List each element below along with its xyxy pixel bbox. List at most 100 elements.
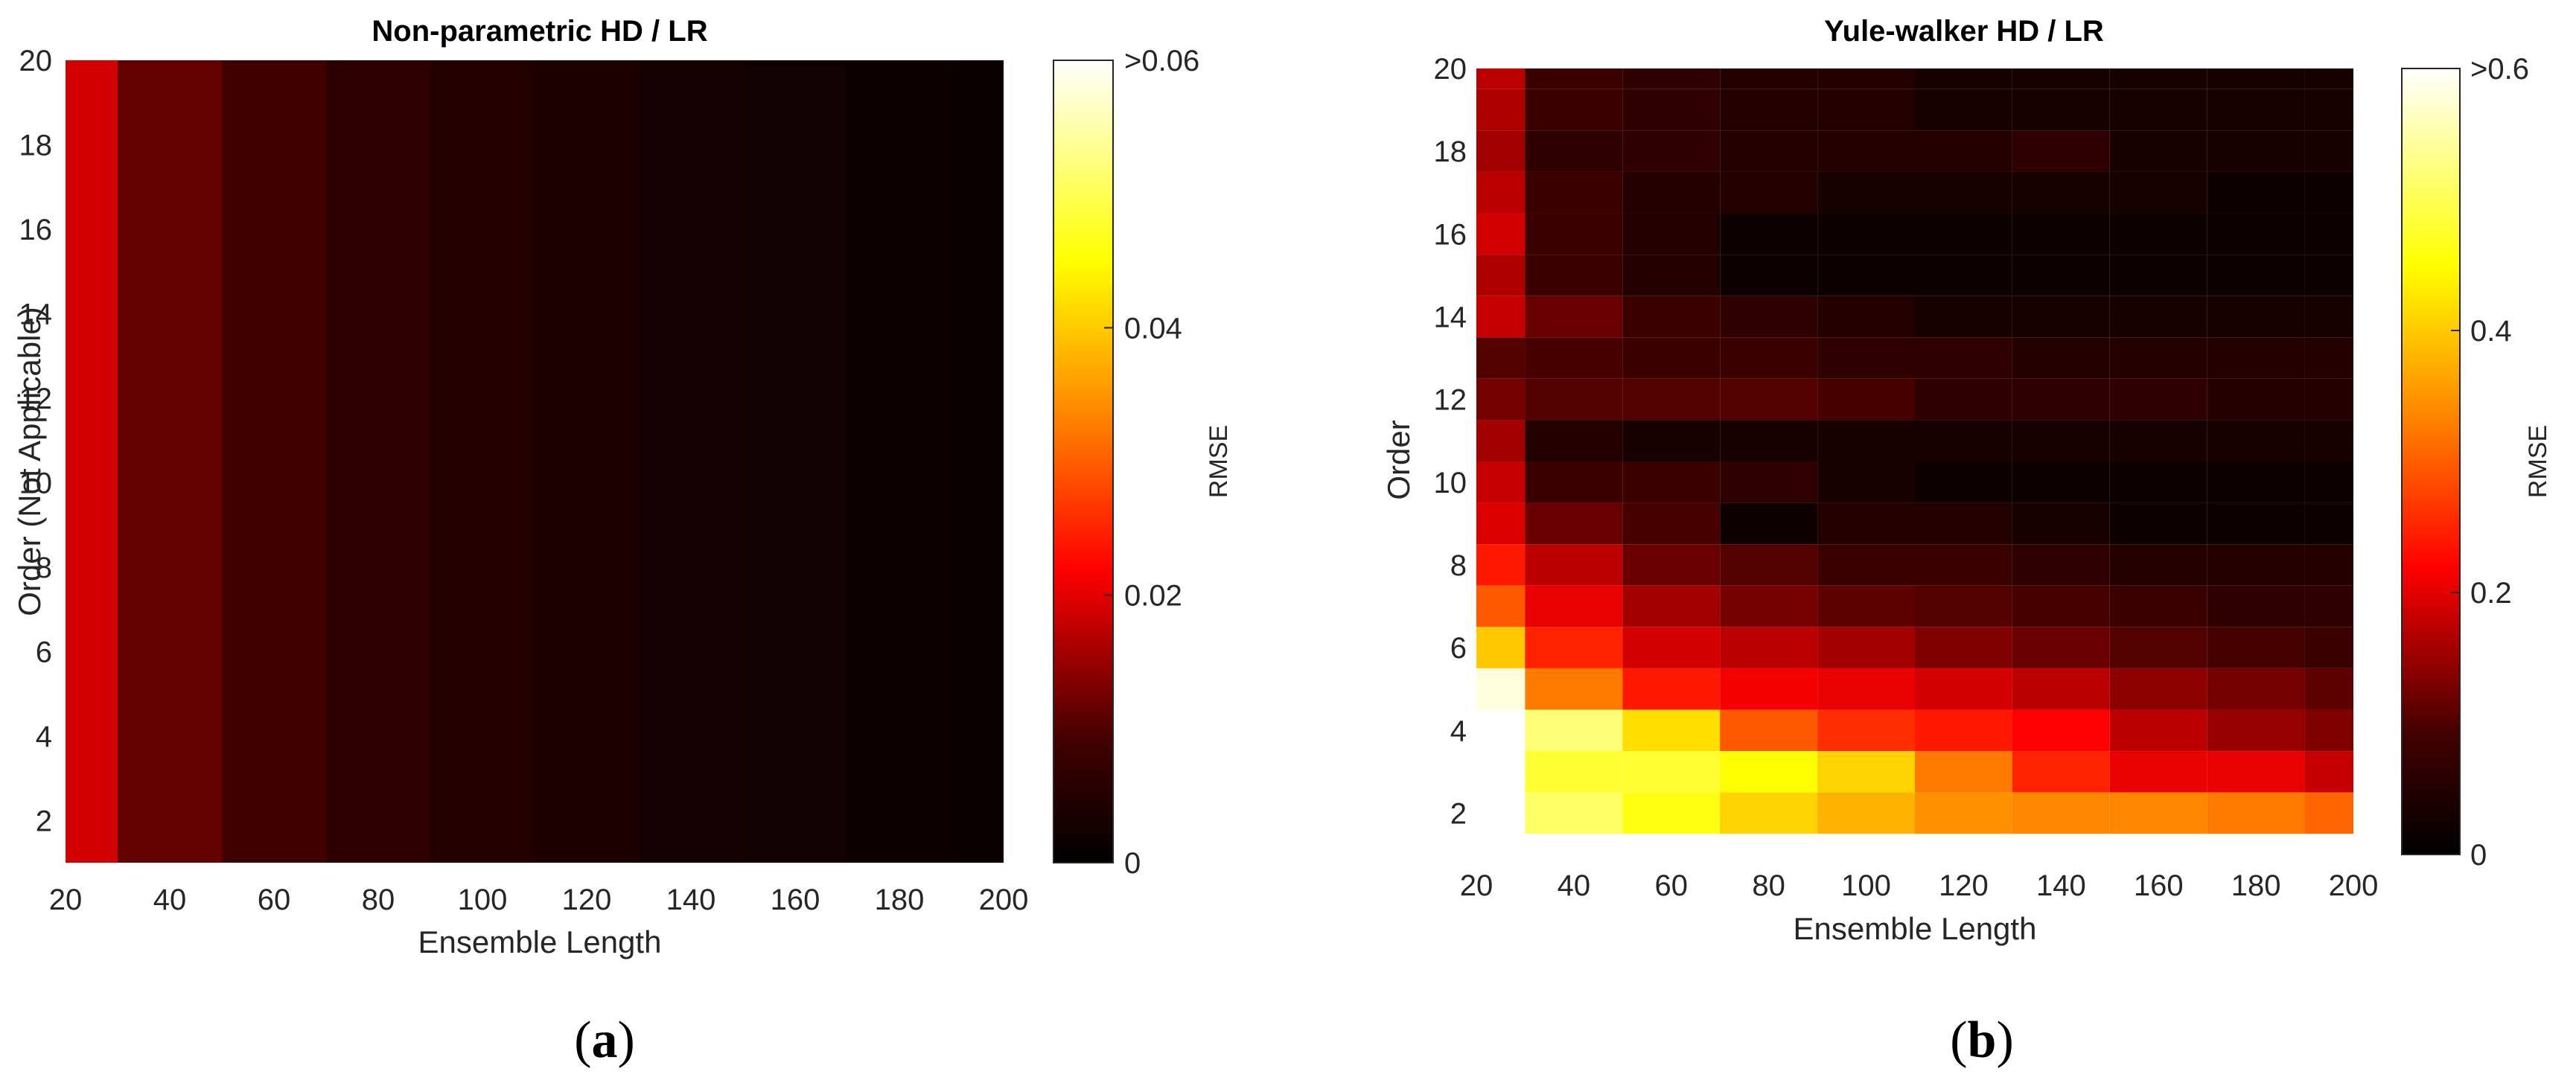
heatmap-column-a-80 bbox=[326, 60, 430, 863]
heatmap-cell-b-12-180 bbox=[2207, 378, 2305, 421]
heatmap-cell-b-16-140 bbox=[2012, 213, 2110, 255]
heatmap-cell-b-10-80 bbox=[1720, 461, 1818, 503]
heatmap-cell-b-17-60 bbox=[1622, 171, 1721, 214]
heatmap-cell-b-12-160 bbox=[2109, 378, 2207, 421]
x-tick-b-40: 40 bbox=[1558, 869, 1591, 902]
heatmap-panel-a: Non-parametric HD / LR 2 4 6 8 10 12 14 16 18 20 … bbox=[12, 15, 1233, 1069]
y-tick-a-2: 2 bbox=[36, 805, 52, 837]
heatmap-cell-b-15-180 bbox=[2207, 255, 2305, 296]
heatmap-cell-b-9-60 bbox=[1622, 502, 1721, 545]
y-tick-a-16: 16 bbox=[19, 214, 53, 246]
heatmap-cell-b-6-160 bbox=[2109, 627, 2207, 668]
heatmap-cell-b-18-60 bbox=[1622, 130, 1721, 172]
heatmap-cell-b-15-100 bbox=[1817, 255, 1915, 296]
heatmap-cell-b-6-20 bbox=[1476, 627, 1525, 668]
x-tick-b-200: 200 bbox=[2329, 869, 2379, 902]
heatmap-cell-b-20-60 bbox=[1622, 68, 1721, 89]
heatmap-cells-b bbox=[1476, 68, 2353, 834]
x-tick-b-100: 100 bbox=[1841, 869, 1891, 902]
heatmap-cell-b-20-100 bbox=[1817, 68, 1915, 89]
heatmap-cell-b-6-120 bbox=[1915, 627, 2012, 668]
heatmap-cell-b-18-100 bbox=[1817, 130, 1915, 172]
heatmap-cell-b-16-100 bbox=[1817, 213, 1915, 255]
heatmap-cell-b-8-180 bbox=[2207, 544, 2305, 586]
heatmap-cell-b-17-200 bbox=[2304, 171, 2353, 214]
heatmap-cell-b-19-180 bbox=[2207, 89, 2305, 131]
heatmap-cell-b-18-200 bbox=[2304, 130, 2353, 172]
heatmap-cell-b-13-20 bbox=[1476, 337, 1525, 379]
heatmap-cell-b-17-100 bbox=[1817, 171, 1915, 214]
heatmap-cell-b-18-20 bbox=[1476, 130, 1525, 172]
x-tick-b-120: 120 bbox=[1939, 869, 1989, 902]
y-tick-a-8: 8 bbox=[36, 552, 52, 584]
x-tick-b-20: 20 bbox=[1460, 869, 1493, 902]
heatmap-cell-b-9-120 bbox=[1915, 502, 2012, 545]
heatmap-cell-b-5-180 bbox=[2207, 668, 2305, 710]
heatmap-column-a-140 bbox=[639, 60, 743, 863]
colorbar-a-tick-0: 0 bbox=[1124, 847, 1141, 880]
colorbar-b: 0 0.2 0.4 >0.6 RMSE bbox=[2401, 53, 2552, 872]
y-axis-label-a: Order (Not Applicable) bbox=[12, 307, 47, 616]
y-tick-b-14: 14 bbox=[1434, 301, 1467, 333]
panel-label-a: (a) bbox=[574, 1012, 635, 1069]
heatmap-column-a-20 bbox=[66, 60, 118, 863]
heatmap-cell-b-15-160 bbox=[2109, 255, 2207, 296]
x-tick-a-160: 160 bbox=[771, 884, 820, 916]
heatmap-cell-b-6-140 bbox=[2012, 627, 2110, 668]
heatmap-cell-b-13-120 bbox=[1915, 337, 2012, 379]
heatmap-cell-b-3-180 bbox=[2207, 751, 2305, 793]
x-tick-a-100: 100 bbox=[458, 884, 508, 916]
heatmap-cell-b-14-60 bbox=[1622, 296, 1721, 338]
heatmap-cell-b-8-140 bbox=[2012, 544, 2110, 586]
heatmap-cell-b-8-120 bbox=[1915, 544, 2012, 586]
x-tick-a-80: 80 bbox=[362, 884, 395, 916]
heatmap-cell-b-20-180 bbox=[2207, 68, 2305, 89]
heatmap-cell-b-20-20 bbox=[1476, 68, 1525, 89]
heatmap-cell-b-2-100 bbox=[1817, 792, 1915, 834]
heatmap-cell-b-8-200 bbox=[2304, 544, 2353, 586]
heatmap-cell-b-3-100 bbox=[1817, 751, 1915, 793]
heatmap-cell-b-12-20 bbox=[1476, 378, 1525, 421]
heatmap-cell-b-3-20 bbox=[1476, 751, 1525, 793]
heatmap-cell-b-16-60 bbox=[1622, 213, 1721, 255]
colorbar-a-ticks: 0 0.02 0.04 >0.06 bbox=[1104, 45, 1199, 880]
heatmap-cell-b-10-20 bbox=[1476, 461, 1525, 503]
heatmap-cell-b-14-100 bbox=[1817, 296, 1915, 338]
heatmap-cell-b-10-120 bbox=[1915, 461, 2012, 503]
heatmap-cell-b-19-120 bbox=[1915, 89, 2012, 131]
heatmap-cell-b-4-60 bbox=[1622, 709, 1721, 752]
heatmap-cell-b-14-180 bbox=[2207, 296, 2305, 338]
heatmap-cell-b-16-40 bbox=[1525, 213, 1623, 255]
heatmap-cell-b-17-20 bbox=[1476, 171, 1525, 214]
heatmap-cell-b-3-40 bbox=[1525, 751, 1623, 793]
heatmap-cell-b-11-40 bbox=[1525, 420, 1623, 461]
heatmap-cell-b-11-140 bbox=[2012, 420, 2110, 461]
heatmap-cell-b-4-180 bbox=[2207, 709, 2305, 752]
heatmap-cell-b-7-60 bbox=[1622, 585, 1721, 627]
y-tick-b-6: 6 bbox=[1450, 632, 1467, 665]
heatmap-cell-b-14-80 bbox=[1720, 296, 1818, 338]
heatmap-cell-b-2-160 bbox=[2109, 792, 2207, 834]
y-tick-a-6: 6 bbox=[36, 636, 52, 668]
y-tick-b-12: 12 bbox=[1434, 384, 1467, 417]
heatmap-cell-b-20-80 bbox=[1720, 68, 1818, 89]
x-tick-a-200: 200 bbox=[979, 884, 1029, 916]
heatmap-cell-b-13-60 bbox=[1622, 337, 1721, 379]
colorbar-b-gradient bbox=[2401, 68, 2461, 855]
heatmap-cell-b-14-140 bbox=[2012, 296, 2110, 338]
x-tick-b-60: 60 bbox=[1655, 869, 1689, 902]
y-tick-a-18: 18 bbox=[19, 129, 53, 162]
colorbar-b-tick-0.4: 0.4 bbox=[2470, 315, 2512, 348]
heatmap-cell-b-10-160 bbox=[2109, 461, 2207, 503]
y-tick-b-10: 10 bbox=[1434, 467, 1467, 499]
heatmap-cell-b-4-120 bbox=[1915, 709, 2012, 752]
y-tick-labels-b: 2 4 6 8 10 12 14 16 18 20 bbox=[1434, 53, 1467, 830]
heatmap-column-a-100 bbox=[430, 60, 535, 863]
x-tick-a-140: 140 bbox=[666, 884, 716, 916]
x-tick-labels-a: 20 40 60 80 100 120 140 160 180 200 bbox=[49, 884, 1029, 916]
heatmap-cell-b-17-80 bbox=[1720, 171, 1818, 214]
x-tick-a-120: 120 bbox=[562, 884, 612, 916]
y-tick-labels-a: 2 4 6 8 10 12 14 16 18 20 bbox=[19, 45, 53, 837]
chart-title-b: Yule-walker HD / LR bbox=[1824, 15, 2104, 48]
